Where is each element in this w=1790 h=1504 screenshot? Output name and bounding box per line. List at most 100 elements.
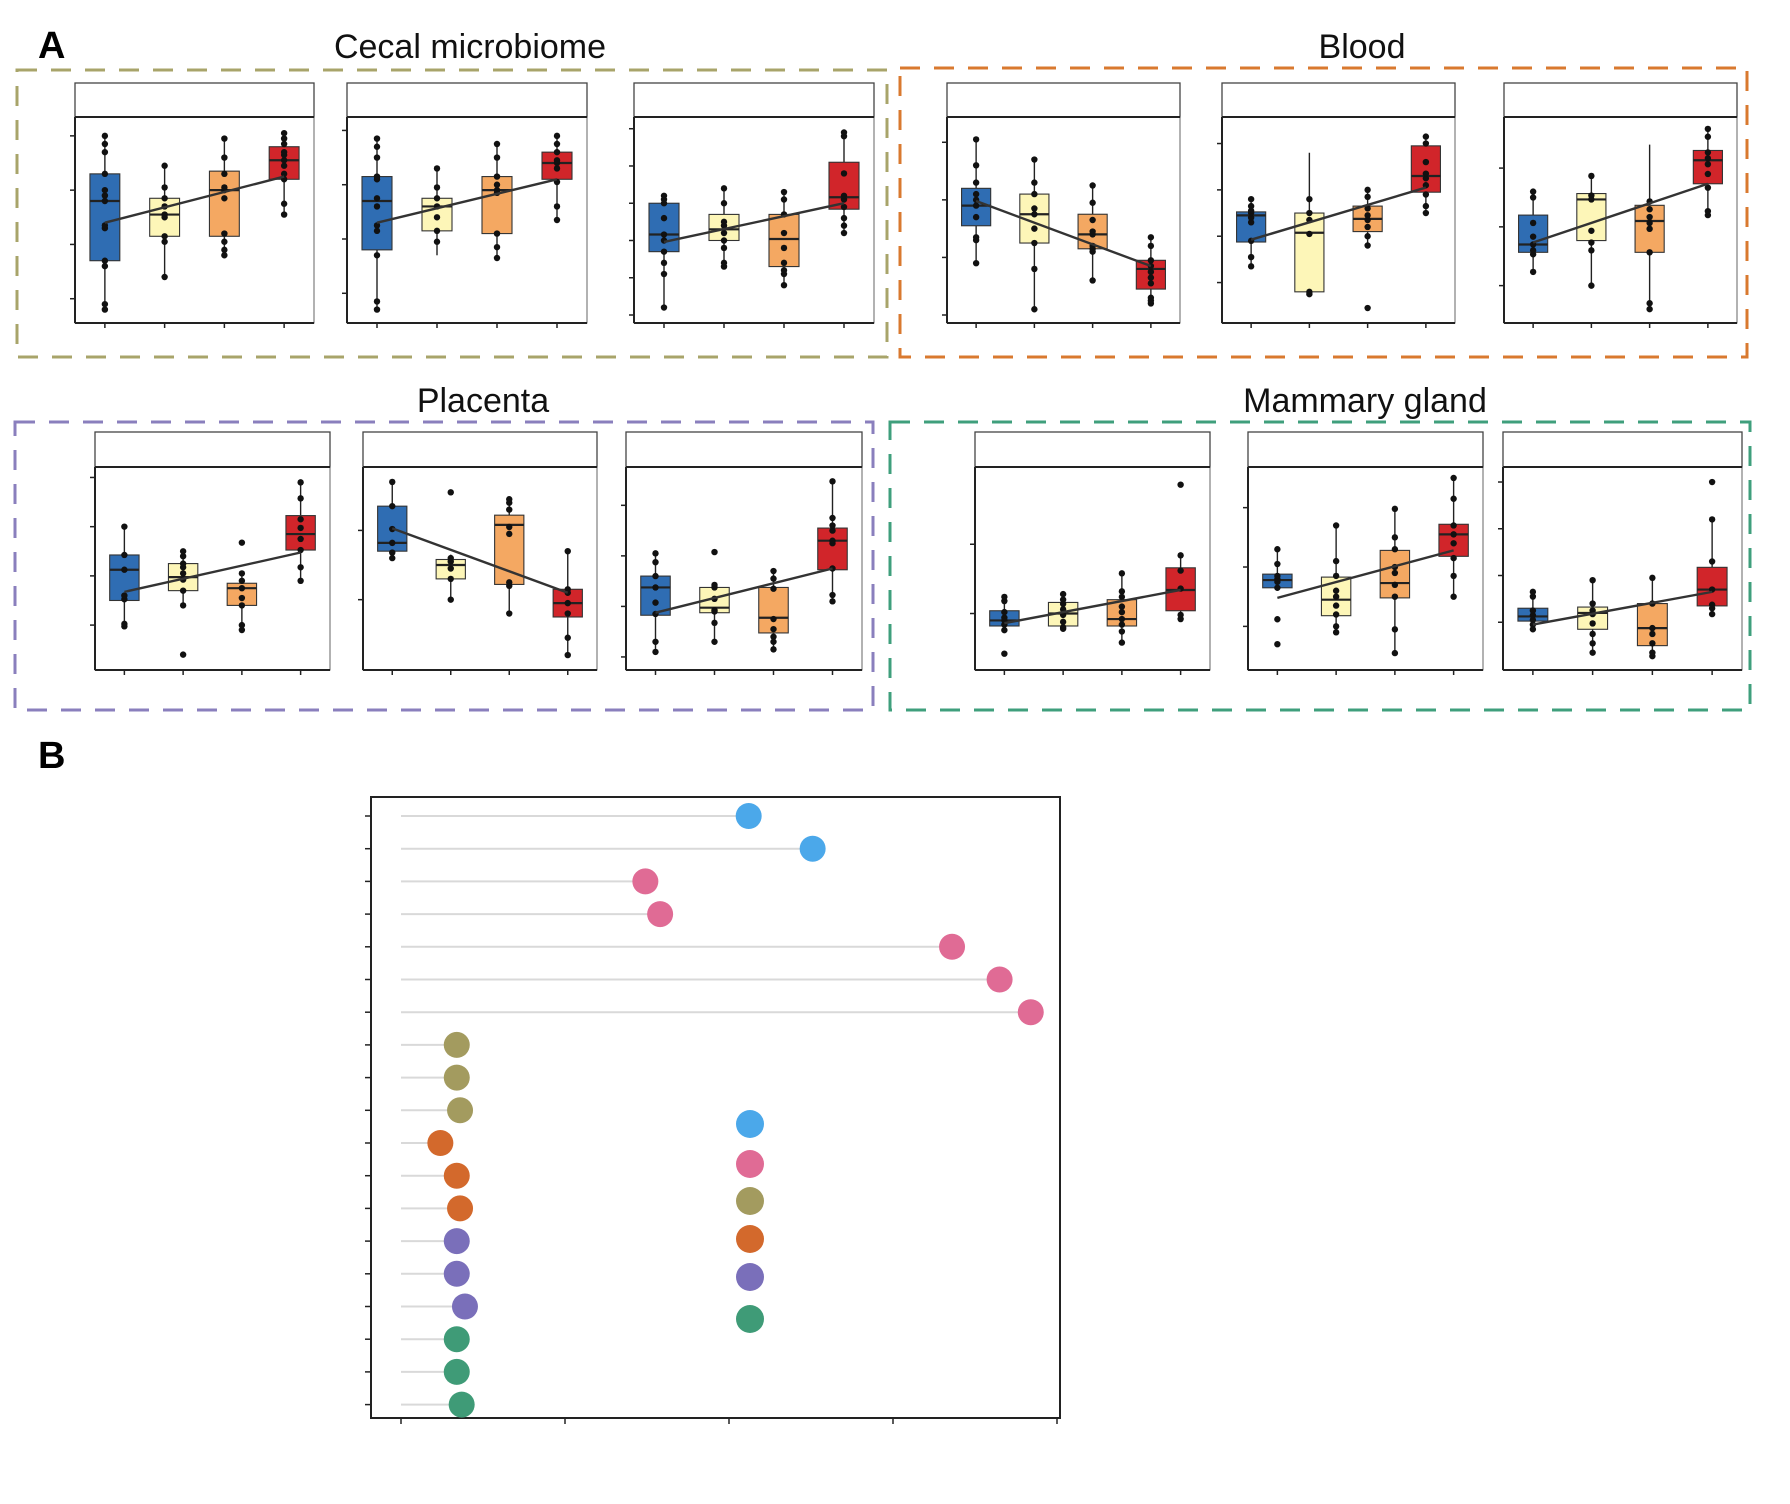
regression-line [1277,549,1454,600]
panel-b-lollipop [365,796,1061,1424]
facet-anxa5 [90,431,331,675]
lollipop-dot [443,1358,470,1385]
data-point [1247,253,1255,261]
lollipop-row [365,1293,478,1320]
data-point [1147,294,1155,301]
data-point [1147,268,1155,276]
regression-line [1250,186,1427,241]
data-point [493,140,501,148]
lollipop-row [365,966,1013,993]
data-point [770,633,777,640]
data-point [373,227,381,235]
data-point [1059,590,1067,598]
data-point [553,165,561,172]
data-point [1059,596,1067,603]
facet-panel [1247,466,1484,671]
data-point [1364,212,1371,219]
data-point [660,304,668,311]
data-point [373,252,381,259]
lollipop-row [365,1162,470,1189]
data-point [1177,481,1184,488]
data-point [1708,601,1716,608]
data-point [1247,202,1255,210]
data-point [1247,207,1255,214]
data-point [179,587,187,594]
data-point [1118,639,1126,646]
data-point [1708,610,1716,618]
data-point [1391,593,1399,600]
regression-line [1532,182,1709,244]
section-title-mammary: Mammary gland [1243,382,1487,420]
data-point [101,192,109,199]
data-point [1177,552,1184,559]
plot-frame [370,796,1061,1419]
data-point [1704,133,1712,140]
facet-clostridium-sp-7-3-54faa [629,82,875,328]
data-point [1147,274,1155,281]
data-point [652,648,659,656]
data-point [101,148,109,156]
data-point [1001,650,1008,657]
facet-alistipes-onderdonkii [342,82,588,328]
facet-strip [1247,431,1484,468]
regression-line [376,178,558,224]
data-point [238,539,246,546]
data-point [493,173,501,180]
data-point [238,570,246,577]
data-point [1001,626,1008,634]
data-point [1529,612,1537,619]
data-point [161,162,168,169]
facet-pycr1 [621,431,863,675]
lollipop-dot [939,933,966,960]
lollipop-row [365,999,1044,1026]
data-point [221,135,228,142]
lollipop-row [365,835,826,862]
data-point [1649,574,1656,582]
data-point [1031,225,1038,232]
lollipop-row [365,1358,470,1385]
data-point [1708,478,1716,486]
section-mammary-gland [888,420,1752,712]
lollipop-row [365,1326,470,1353]
data-point [1422,202,1430,210]
data-point [493,254,501,262]
data-point [297,516,304,523]
section-dashed-border [898,66,1749,359]
data-point [1704,125,1712,133]
data-point [1704,149,1712,156]
data-point [433,214,441,221]
data-point [1247,219,1255,226]
data-point [1450,593,1457,600]
data-point [564,547,571,555]
box-10C [768,213,800,268]
data-point [1089,228,1096,235]
data-point [1529,233,1537,240]
data-point [1529,219,1537,227]
data-point [1708,558,1716,565]
data-point [101,132,109,140]
lollipop-row [365,1097,474,1124]
data-point [221,238,228,245]
data-point [829,527,836,534]
data-point [972,190,980,198]
data-point [1391,626,1399,633]
data-point [1332,611,1340,618]
data-point [1391,581,1399,589]
data-point [389,554,396,562]
data-point [829,537,836,544]
data-point [506,506,513,513]
data-point [1649,649,1656,656]
data-point [280,140,288,148]
data-point [711,548,718,556]
data-point [770,585,777,592]
data-point [280,200,288,207]
data-point [221,252,228,259]
data-point [1422,175,1430,182]
data-point [1422,209,1430,217]
data-point [280,170,288,178]
data-point [1391,569,1399,577]
data-point [101,186,109,194]
data-point [1147,242,1155,250]
data-point [493,230,501,237]
